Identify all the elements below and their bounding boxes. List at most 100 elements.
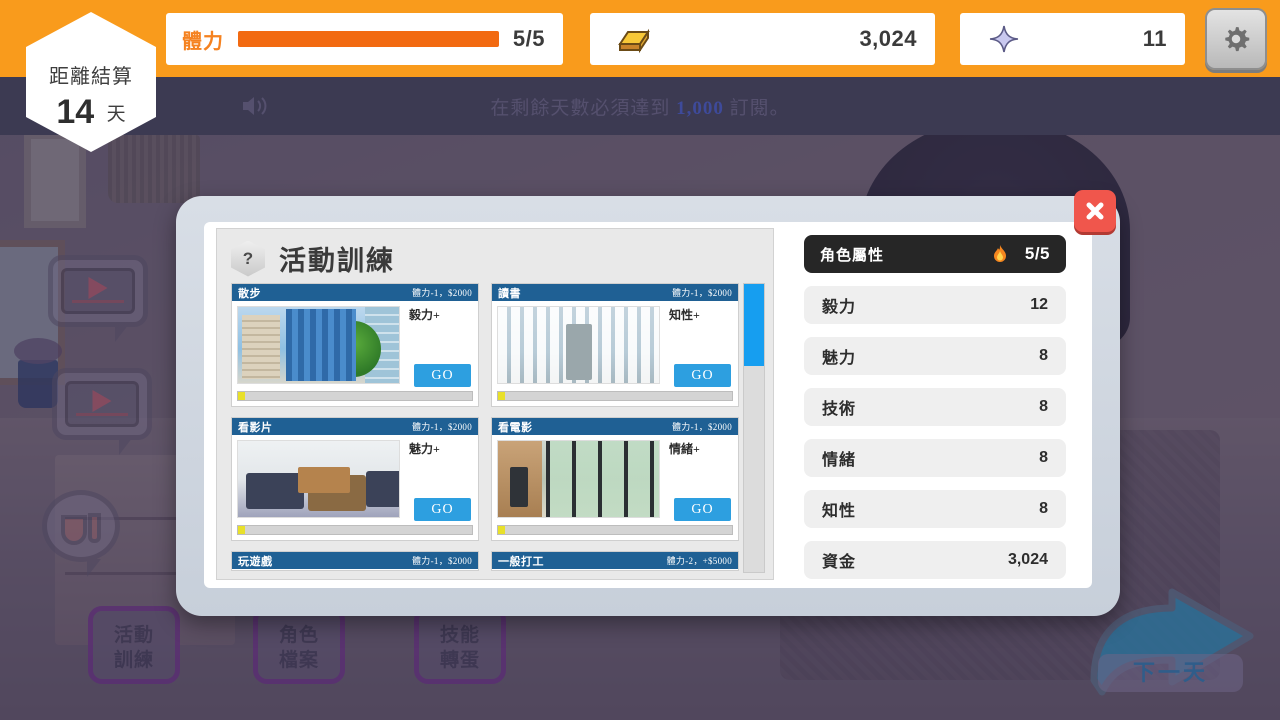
training-card[interactable]: 散步 體力-1，$2000 毅力+ GO	[231, 283, 479, 407]
go-button[interactable]: GO	[414, 498, 471, 521]
card-header: 看影片 體力-1，$2000	[232, 418, 478, 435]
card-title: 看影片	[238, 421, 273, 434]
gold-bar-icon	[616, 24, 652, 54]
gold-value: 3,024	[859, 26, 917, 51]
card-progress-bar	[497, 391, 733, 401]
settings-button[interactable]	[1205, 8, 1267, 70]
stat-row: 資金 3,024	[804, 541, 1066, 579]
training-list-panel: ? 活動訓練 散步 體力-1，$2000 毅力+ GO 讀書 體力-1，$2000 知性+ G…	[216, 228, 774, 580]
nav-tab-1-line2: 檔案	[278, 650, 319, 671]
stats-header: 角色屬性 5/5	[804, 235, 1066, 273]
stat-value: 8	[1039, 500, 1048, 517]
card-body: 魅力+ GO	[232, 435, 478, 522]
training-card[interactable]: 看影片 體力-1，$2000 魅力+ GO	[231, 417, 479, 541]
thumb-tree	[327, 321, 381, 377]
training-card[interactable]: 一般打工 體力-2，+$5000	[491, 551, 739, 571]
card-body: 知性+ GO	[492, 301, 738, 388]
stats-rows: 毅力 12 魅力 8 技術 8 情緒 8 知性 8 資金 3,024	[804, 286, 1066, 579]
card-cost: 體力-1，$2000	[412, 556, 472, 566]
card-right: 情緒+ GO	[660, 440, 733, 522]
card-title: 讀書	[498, 287, 521, 300]
card-effect: 毅力+	[409, 308, 440, 322]
card-header: 讀書 體力-1，$2000	[492, 284, 738, 301]
stats-header-value: 5/5	[1024, 244, 1050, 263]
play-icon	[88, 276, 108, 299]
training-card[interactable]: 讀書 體力-1，$2000 知性+ GO	[491, 283, 739, 407]
gem-value: 11	[1142, 26, 1167, 51]
close-button[interactable]	[1074, 190, 1116, 232]
stat-row: 毅力 12	[804, 286, 1066, 324]
next-day-label[interactable]: 下一天	[1098, 654, 1243, 692]
stat-value: 8	[1039, 347, 1048, 364]
video-progress-2	[76, 413, 128, 416]
stat-name: 資金	[822, 554, 857, 571]
card-title: 玩遊戲	[238, 555, 273, 568]
card-thumbnail	[497, 440, 660, 518]
video-progress	[72, 300, 124, 303]
card-body: 毅力+ GO	[232, 301, 478, 388]
stat-row: 魅力 8	[804, 337, 1066, 375]
stamina-bar-track	[238, 31, 499, 47]
objective-banner: 在剩餘天數必須達到 1,000 訂閱。	[0, 77, 1280, 135]
card-cost: 體力-1，$2000	[412, 288, 472, 298]
objective-prefix: 在剩餘天數必須達到	[490, 97, 677, 119]
nav-tab-activity-training[interactable]: 活動 訓練	[88, 606, 180, 684]
stat-value: 12	[1030, 296, 1048, 313]
video-screen-2	[65, 381, 139, 427]
training-card[interactable]: 玩遊戲 體力-1，$2000	[231, 551, 479, 571]
objective-suffix: 訂閱。	[723, 97, 790, 119]
card-effect: 情緒+	[669, 442, 700, 456]
days-number: 14	[56, 93, 95, 131]
stat-value: 8	[1039, 398, 1048, 415]
objective-highlight: 1,000	[676, 97, 724, 119]
training-card-grid: 散步 體力-1，$2000 毅力+ GO 讀書 體力-1，$2000 知性+ GO 看影片 體力-…	[231, 283, 739, 571]
card-header: 玩遊戲 體力-1，$2000	[232, 552, 478, 569]
stat-name: 知性	[822, 503, 857, 520]
test-tube	[88, 513, 101, 544]
go-button[interactable]: GO	[674, 364, 731, 387]
close-icon	[1086, 202, 1104, 220]
nav-tab-2-line1: 技能	[439, 625, 480, 646]
nav-tab-skill-gacha[interactable]: 技能 轉蛋	[414, 606, 506, 684]
flame-icon	[993, 245, 1006, 262]
go-button[interactable]: GO	[674, 498, 731, 521]
stat-row: 技術 8	[804, 388, 1066, 426]
card-cost: 體力-1，$2000	[672, 422, 732, 432]
stat-value: 8	[1039, 449, 1048, 466]
flask-icon	[61, 509, 101, 546]
play-icon-2	[92, 389, 112, 412]
gem-pill: 11	[960, 13, 1185, 65]
page-title: 活動訓練	[279, 246, 395, 276]
stat-name: 魅力	[822, 350, 857, 367]
card-title: 散步	[238, 287, 261, 300]
help-icon[interactable]: ?	[231, 240, 265, 277]
card-thumbnail	[237, 440, 400, 518]
nav-tab-character-profile[interactable]: 角色 檔案	[253, 606, 345, 684]
gear-icon	[1225, 27, 1250, 52]
stamina-bar-fill	[238, 31, 499, 47]
training-card[interactable]: 看電影 體力-1，$2000 情緒+ GO	[491, 417, 739, 541]
nav-tab-0-line1: 活動	[113, 625, 154, 646]
card-cost: 體力-2，+$5000	[666, 556, 732, 566]
stat-name: 技術	[822, 401, 857, 418]
scrollbar-thumb[interactable]	[744, 284, 764, 366]
go-button[interactable]: GO	[414, 364, 471, 387]
days-unit: 天	[106, 104, 126, 125]
card-right: 知性+ GO	[660, 306, 733, 388]
video-screen	[61, 268, 135, 314]
scrollbar-track[interactable]	[743, 283, 765, 573]
card-effect: 魅力+	[409, 442, 440, 456]
card-progress-fill	[498, 526, 505, 534]
card-body: 情緒+ GO	[492, 435, 738, 522]
card-cost: 體力-1，$2000	[412, 422, 472, 432]
video-bubble-icon	[48, 255, 148, 342]
stat-value: 3,024	[1007, 551, 1048, 568]
gold-pill: 3,024	[590, 13, 935, 65]
stat-row: 知性 8	[804, 490, 1066, 528]
stat-name: 毅力	[822, 299, 857, 316]
card-thumbnail	[237, 306, 400, 384]
thumb-elevator	[510, 467, 528, 507]
speaker-icon	[243, 97, 267, 115]
stat-name: 情緒	[822, 452, 857, 469]
